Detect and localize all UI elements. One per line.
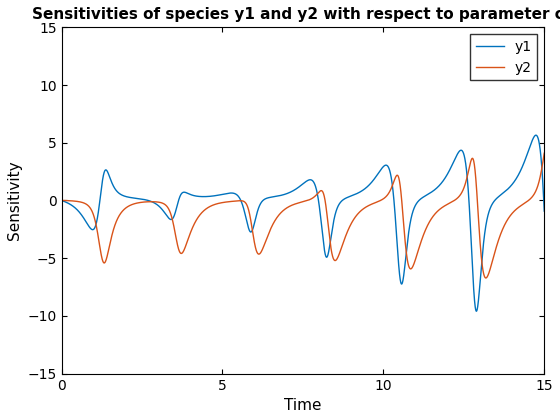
y1 — [242, 215, 249, 220]
X-axis label: Time: Time — [284, 398, 321, 413]
y1 — [418, 196, 425, 201]
y2 — [146, 199, 153, 204]
Legend: y1, y2: y1, y2 — [470, 34, 537, 80]
y1 — [455, 150, 462, 155]
y2 — [455, 194, 462, 200]
y1 — [541, 209, 548, 214]
Line: y1: y1 — [62, 135, 544, 311]
y2 — [372, 200, 379, 205]
y1 — [146, 198, 153, 203]
y2 — [348, 221, 354, 226]
y1 — [473, 309, 480, 314]
y1 — [533, 133, 539, 138]
y1 — [348, 194, 354, 199]
Y-axis label: Sensitivity: Sensitivity — [7, 160, 22, 240]
Title: Sensitivities of species y1 and y2 with respect to parameter c2: Sensitivities of species y1 and y2 with … — [32, 7, 560, 22]
y2 — [242, 201, 249, 206]
Line: y2: y2 — [62, 153, 544, 278]
y1 — [58, 198, 65, 203]
y2 — [58, 198, 65, 203]
y1 — [372, 175, 379, 180]
y2 — [541, 151, 548, 156]
y2 — [418, 237, 425, 242]
y2 — [483, 276, 489, 281]
